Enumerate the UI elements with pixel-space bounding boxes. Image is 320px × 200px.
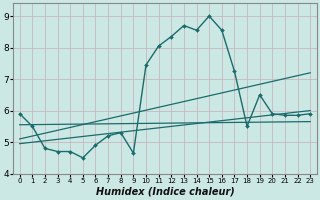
X-axis label: Humidex (Indice chaleur): Humidex (Indice chaleur)	[96, 187, 234, 197]
